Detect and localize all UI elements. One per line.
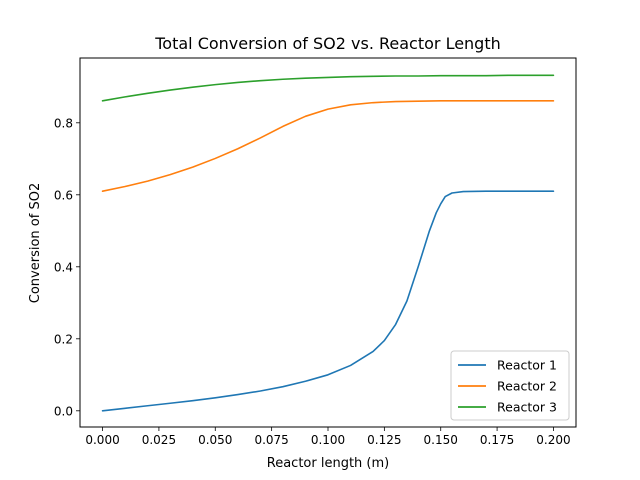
- y-axis: 0.0 0.2 0.4 0.6 0.8: [54, 116, 80, 418]
- x-tick-label: 0.025: [142, 433, 176, 447]
- legend: Reactor 1 Reactor 2 Reactor 3: [450, 350, 570, 421]
- series-line-reactor-2: [101, 100, 555, 192]
- y-tick-label: 0.4: [54, 260, 73, 274]
- x-tick-label: 0.000: [85, 433, 119, 447]
- y-tick-label: 0.6: [54, 188, 73, 202]
- x-axis-label: Reactor length (m): [267, 456, 389, 471]
- x-tick-label: 0.125: [367, 433, 401, 447]
- x-tick-label: 0.200: [536, 433, 570, 447]
- y-tick-label: 0.0: [54, 404, 73, 418]
- y-tick-label: 0.8: [54, 116, 73, 130]
- x-axis: 0.000 0.025 0.050 0.075 0.100 0.125 0.150 0.175…: [85, 427, 571, 447]
- legend-label-reactor-2: Reactor 2: [497, 379, 557, 394]
- x-tick-label: 0.175: [480, 433, 514, 447]
- series-line-reactor-3: [101, 74, 555, 102]
- x-tick-label: 0.050: [198, 433, 232, 447]
- x-tick-label: 0.075: [254, 433, 288, 447]
- y-axis-label: Conversion of SO2: [28, 183, 43, 303]
- legend-label-reactor-3: Reactor 3: [497, 400, 557, 415]
- x-tick-label: 0.100: [311, 433, 345, 447]
- x-tick-label: 0.150: [424, 433, 458, 447]
- chart-title: Total Conversion of SO2 vs. Reactor Leng…: [154, 34, 501, 53]
- legend-label-reactor-1: Reactor 1: [497, 358, 557, 373]
- series-line-reactor-1: [101, 190, 555, 412]
- legend-box: [450, 350, 570, 421]
- series-layer: [101, 74, 555, 412]
- y-tick-label: 0.2: [54, 332, 73, 346]
